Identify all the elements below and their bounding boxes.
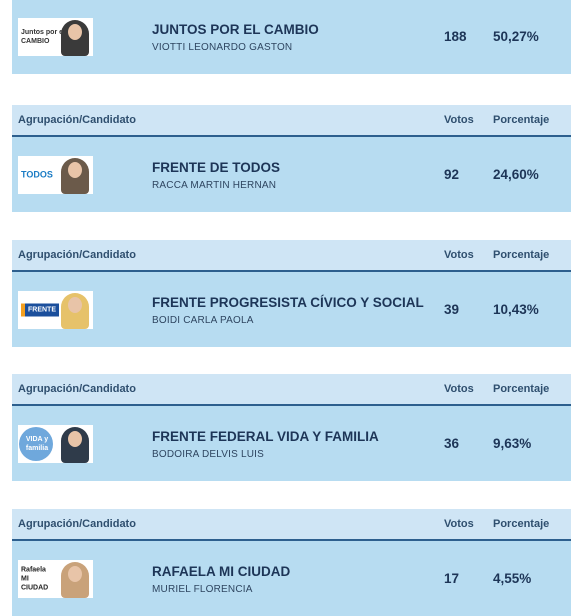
- result-row[interactable]: FRENTE FRENTE PROGRESISTA CÍVICO Y SOCIA…: [12, 272, 571, 347]
- candidate-name: VIOTTI LEONARDO GASTON: [152, 41, 293, 53]
- result-row[interactable]: TODOS FRENTE DE TODOS RACCA MARTIN HERNA…: [12, 137, 571, 212]
- column-header-percent: Porcentaje: [493, 249, 550, 261]
- candidate-name: RACCA MARTIN HERNAN: [152, 179, 277, 191]
- votes-value: 36: [444, 436, 460, 451]
- votes-value: 188: [444, 29, 467, 44]
- votes-value: 39: [444, 302, 460, 317]
- logo-text: Rafaela MI CIUDAD: [21, 566, 49, 591]
- votes-value: 17: [444, 571, 460, 586]
- party-name: FRENTE DE TODOS: [152, 159, 281, 175]
- result-block-5: Agrupación/Candidato Votos Porcentaje Ra…: [12, 509, 571, 616]
- logo-text: VIDA y familia: [25, 435, 49, 452]
- column-header-votes: Votos: [444, 383, 474, 395]
- result-row[interactable]: Rafaela MI CIUDAD RAFAELA MI CIUDAD MURI…: [12, 541, 571, 616]
- percent-value: 4,55%: [493, 571, 532, 586]
- frente-de-todos-logo-icon: TODOS: [18, 155, 93, 194]
- column-header-percent: Porcentaje: [493, 518, 550, 530]
- party-name: FRENTE FEDERAL VIDA Y FAMILIA: [152, 428, 379, 444]
- candidate-name: BODOIRA DELVIS LUIS: [152, 448, 264, 460]
- column-header-percent: Porcentaje: [493, 114, 550, 126]
- logo-text: FRENTE: [21, 303, 59, 316]
- result-row[interactable]: VIDA y familia FRENTE FEDERAL VIDA Y FAM…: [12, 406, 571, 481]
- result-block-4: Agrupación/Candidato Votos Porcentaje VI…: [12, 374, 571, 481]
- candidate-name: MURIEL FLORENCIA: [152, 583, 253, 595]
- vida-y-familia-logo-icon: VIDA y familia: [18, 424, 93, 463]
- table-header: Agrupación/Candidato Votos Porcentaje: [12, 374, 571, 406]
- percent-value: 50,27%: [493, 29, 539, 44]
- party-name: JUNTOS POR EL CAMBIO: [152, 21, 319, 37]
- percent-value: 10,43%: [493, 302, 539, 317]
- percent-value: 9,63%: [493, 436, 532, 451]
- column-header-group: Agrupación/Candidato: [18, 383, 136, 395]
- result-row[interactable]: Juntos por el CAMBIO JUNTOS POR EL CAMBI…: [12, 0, 571, 74]
- column-header-percent: Porcentaje: [493, 383, 550, 395]
- table-header: Agrupación/Candidato Votos Porcentaje: [12, 105, 571, 137]
- rafaela-mi-ciudad-logo-icon: Rafaela MI CIUDAD: [18, 559, 93, 598]
- table-header: Agrupación/Candidato Votos Porcentaje: [12, 509, 571, 541]
- logo-text: Juntos por el CAMBIO: [21, 28, 65, 45]
- juntos-por-el-cambio-logo-icon: Juntos por el CAMBIO: [18, 17, 93, 56]
- votes-value: 92: [444, 167, 460, 182]
- result-block-2: Agrupación/Candidato Votos Porcentaje TO…: [12, 105, 571, 212]
- column-header-votes: Votos: [444, 249, 474, 261]
- logo-text: TODOS: [21, 169, 53, 179]
- frente-progresista-logo-icon: FRENTE: [18, 290, 93, 329]
- column-header-group: Agrupación/Candidato: [18, 114, 136, 126]
- percent-value: 24,60%: [493, 167, 539, 182]
- party-name: RAFAELA MI CIUDAD: [152, 563, 291, 579]
- result-block-1: Juntos por el CAMBIO JUNTOS POR EL CAMBI…: [12, 0, 571, 74]
- column-header-votes: Votos: [444, 518, 474, 530]
- party-name: FRENTE PROGRESISTA CÍVICO Y SOCIAL: [152, 294, 424, 310]
- column-header-group: Agrupación/Candidato: [18, 518, 136, 530]
- table-header: Agrupación/Candidato Votos Porcentaje: [12, 240, 571, 272]
- candidate-name: BOIDI CARLA PAOLA: [152, 314, 254, 326]
- column-header-group: Agrupación/Candidato: [18, 249, 136, 261]
- column-header-votes: Votos: [444, 114, 474, 126]
- result-block-3: Agrupación/Candidato Votos Porcentaje FR…: [12, 240, 571, 347]
